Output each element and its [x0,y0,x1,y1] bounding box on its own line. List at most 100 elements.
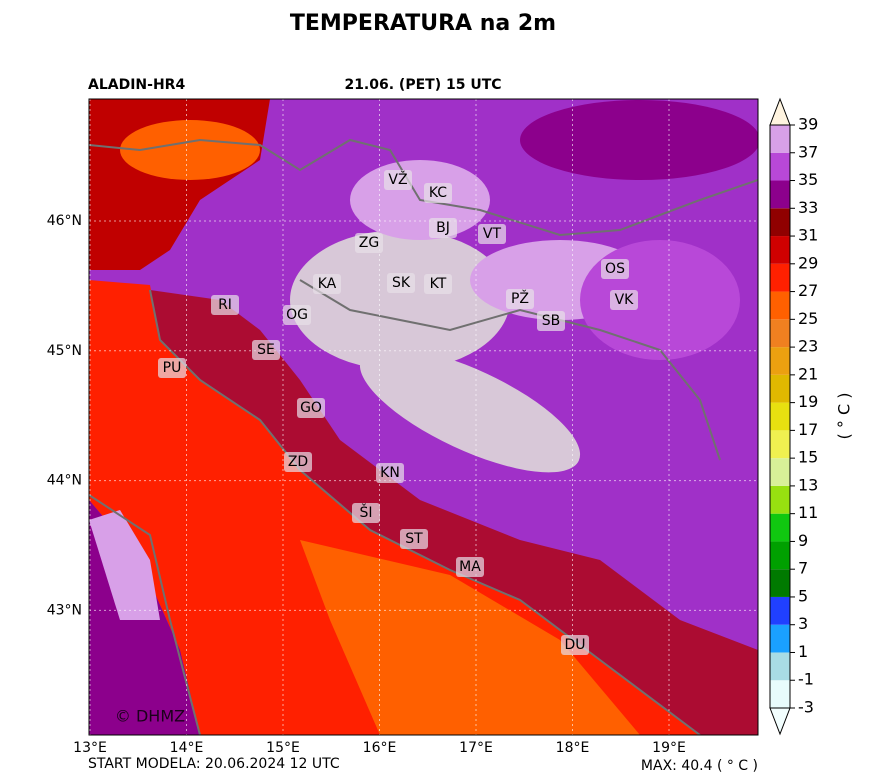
city-box [478,224,506,244]
lat-label: 46°N [47,213,82,229]
city-label: PU [163,360,182,376]
model: ALADIN-HR4 [88,77,185,93]
colorbar-band [770,374,790,403]
lon-label: 17°E [459,740,493,756]
colorbar-tick-label: 29 [798,253,818,272]
colorbar-tick-label: 33 [798,198,818,217]
colorbar-tick-label: 31 [798,226,818,245]
colorbar-tick-label: 25 [798,309,818,328]
city-box [387,273,415,293]
city-box [601,259,629,279]
colorbar-tick-label: 11 [798,503,818,522]
valid-time: 21.06. (PET) 15 UTC [344,77,501,93]
colorbar-band [770,458,790,486]
colorbar-band [770,569,790,597]
lon-label: 14°E [170,740,204,756]
colorbar-band [770,291,790,320]
city-label: MA [459,559,481,575]
city-label: VK [615,292,635,308]
colorbar-tick-label: 7 [798,559,808,578]
city-label: KN [380,465,400,481]
max-value: MAX: 40.4 ( ° C ) [641,758,758,772]
city-box [313,274,341,294]
colorbar-band [770,680,790,708]
city-label: VT [483,226,502,242]
city-label: PŽ [511,289,529,307]
colorbar-tick-label: 23 [798,337,818,356]
city-label: ZG [359,235,379,251]
colorbar-frame [769,124,791,709]
colorbar-under [769,707,791,736]
city-box [297,398,325,418]
city-label: SK [392,275,411,291]
city-label: KT [430,276,447,292]
title: TEMPERATURA na 2m [290,11,556,36]
city-box [429,218,457,238]
graticule: 13°E 14°E 15°E 16°E 17°E 18°E 19°E 46°N 45°N 44°N… [47,99,758,756]
city-box [456,557,484,577]
lon-label: 15°E [266,740,300,756]
city-box [284,452,312,472]
city-box [376,463,404,483]
colorbar-tick-label: 19 [798,392,818,411]
city-label: ST [405,531,423,547]
city-label: ZD [288,454,308,470]
city-label: GO [300,400,322,416]
colorbar-tick-label: 39 [798,115,818,134]
colorbar-tick-label: -3 [798,698,814,717]
colorbar-band [770,152,790,181]
lon-label: 18°E [556,740,590,756]
colorbar-over [769,97,791,126]
colorbar-band [770,596,790,625]
colorbar-tick-label: 37 [798,142,818,161]
city-label: SE [257,342,275,358]
lon-label: 16°E [363,740,397,756]
colorbar-band [770,208,790,237]
lat-label: 44°N [47,473,82,489]
city-box [158,358,186,378]
colorbar-band [770,624,790,653]
city-box [211,295,239,315]
colorbar-band [770,485,790,514]
city-box [283,305,311,325]
lon-label: 19°E [652,740,686,756]
lat-label: 45°N [47,343,82,359]
city-label: ŠI [359,503,372,521]
city-label: OS [605,261,625,277]
colorbar-band [770,319,790,348]
map-frame [88,98,759,736]
city-box [352,503,380,523]
colorbar-band [770,236,790,264]
colorbar-tick-label: 3 [798,614,808,633]
city-label: SB [542,313,561,329]
colorbar-band [770,513,790,542]
colorbar-tick-label: -1 [798,670,814,689]
lat-label: 43°N [47,602,82,618]
city-box [424,274,452,294]
city-label: OG [286,307,308,323]
colorbar-tick-label: 13 [798,475,818,494]
city-box [610,290,638,310]
city-box [561,635,589,655]
colorbar-tick-label: 21 [798,364,818,383]
colorbar-tick-label: 17 [798,420,818,439]
colorbar-band [770,430,790,459]
city-box [537,311,565,331]
city-label: KC [429,185,447,201]
city-label: RI [218,297,232,313]
colorbar-band [770,125,790,153]
city-label: KA [318,276,337,292]
colorbar-band [770,402,790,431]
colorbar-tick-label: 9 [798,531,808,550]
lon-label: 13°E [73,740,107,756]
colorbar-tick-label: 5 [798,586,808,605]
colorbar-band [770,347,790,375]
watermark: © DHMZ [115,707,185,726]
start-time: START MODELA: 20.06.2024 12 UTC [88,756,340,772]
city-box [400,529,428,549]
colorbar-band [770,652,790,681]
colorbar-tick-label: 1 [798,642,808,661]
city-label: DU [564,637,585,653]
